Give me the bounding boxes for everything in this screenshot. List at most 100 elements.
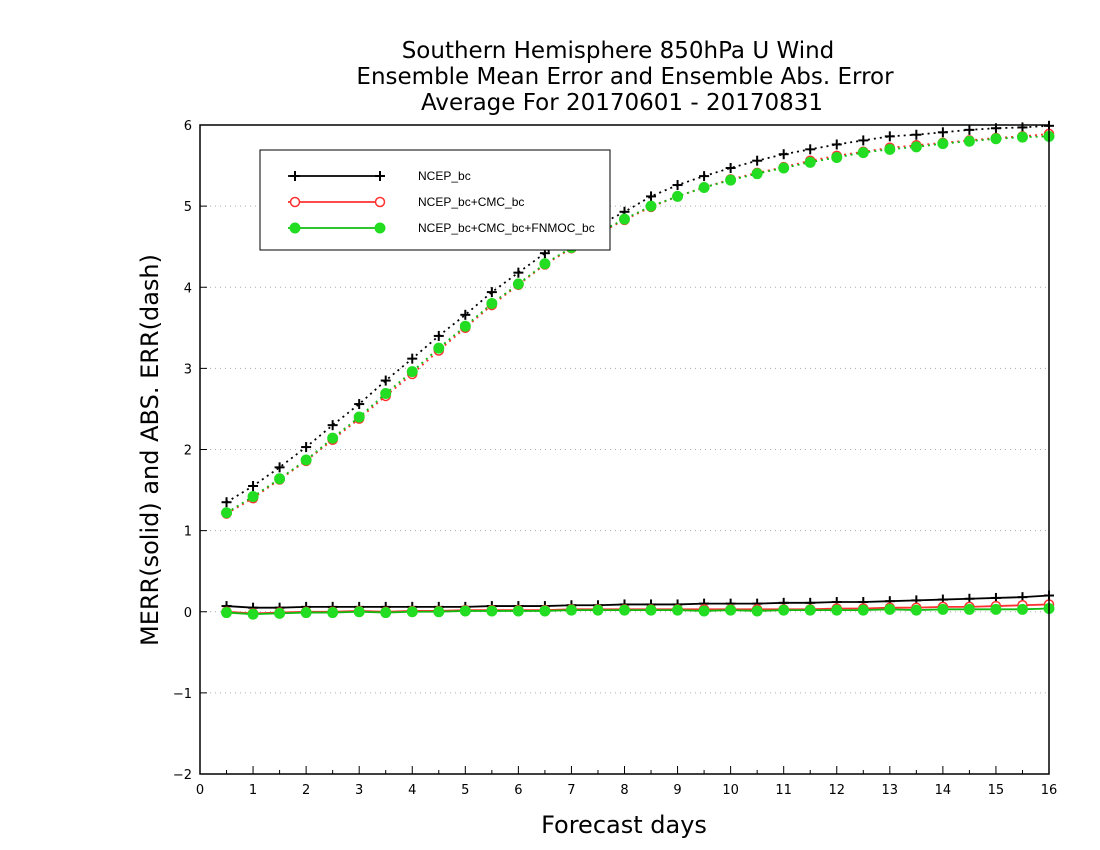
abs-err-point bbox=[990, 133, 1002, 145]
abs-err-point bbox=[646, 191, 657, 202]
x-axis-label: Forecast days bbox=[541, 811, 707, 839]
x-tick-label: 0 bbox=[196, 783, 204, 798]
abs-err-point bbox=[752, 155, 763, 166]
abs-err-point bbox=[380, 375, 391, 386]
abs-err-point bbox=[884, 143, 896, 155]
abs-err-point bbox=[805, 144, 816, 155]
merr-point bbox=[565, 604, 577, 616]
y-tick-label: −1 bbox=[173, 687, 192, 702]
abs-err-point bbox=[858, 135, 869, 146]
y-tick-label: 4 bbox=[184, 281, 192, 296]
merr-point bbox=[857, 604, 869, 616]
abs-err-point bbox=[672, 190, 684, 202]
abs-err-point bbox=[221, 507, 233, 519]
legend-label: NCEP_bc+CMC_bc+FNMOC_bc bbox=[418, 221, 595, 235]
x-tick-label: 6 bbox=[514, 783, 522, 798]
y-tick-label: 5 bbox=[184, 200, 192, 215]
legend-marker bbox=[374, 196, 386, 208]
abs-err-point bbox=[407, 353, 418, 364]
merr-point bbox=[645, 604, 657, 616]
x-tick-label: 16 bbox=[1041, 783, 1058, 798]
chart-title-line-3: Average For 20170601 - 20170831 bbox=[421, 90, 823, 116]
abs-err-point bbox=[645, 200, 657, 212]
abs-err-point bbox=[327, 432, 339, 444]
abs-err-point bbox=[937, 127, 948, 138]
x-tick-label: 3 bbox=[355, 783, 363, 798]
y-tick-label: 0 bbox=[184, 606, 192, 621]
abs-err-point bbox=[778, 162, 790, 174]
merr-point bbox=[751, 605, 763, 617]
abs-err-point bbox=[751, 168, 763, 180]
abs-err-point bbox=[300, 454, 312, 466]
merr-point bbox=[963, 603, 975, 615]
abs-err-point bbox=[406, 366, 418, 378]
x-tick-label: 14 bbox=[935, 783, 952, 798]
abs-err-point bbox=[433, 342, 445, 354]
abs-err-point bbox=[247, 491, 259, 503]
y-tick-label: −2 bbox=[173, 768, 192, 783]
abs-err-point bbox=[725, 174, 737, 186]
x-tick-label: 8 bbox=[620, 783, 628, 798]
abs-err-point bbox=[831, 151, 843, 163]
merr-point bbox=[592, 604, 604, 616]
abs-err-point bbox=[911, 129, 922, 140]
x-tick-label: 7 bbox=[567, 783, 575, 798]
legend-label: NCEP_bc bbox=[418, 169, 471, 183]
abs-err-point bbox=[353, 411, 365, 423]
abs-err-point bbox=[937, 138, 949, 150]
abs-err-point bbox=[380, 388, 392, 400]
x-tick-label: 5 bbox=[461, 783, 469, 798]
legend-box bbox=[259, 149, 611, 251]
x-tick-label: 10 bbox=[722, 783, 739, 798]
abs-err-point bbox=[725, 162, 736, 173]
abs-err-point bbox=[274, 473, 286, 485]
merr-point bbox=[459, 605, 471, 617]
merr-point bbox=[539, 605, 551, 617]
merr-point bbox=[804, 604, 816, 616]
legend-marker bbox=[289, 196, 301, 208]
abs-err-point bbox=[248, 481, 259, 492]
x-tick-label: 11 bbox=[775, 783, 792, 798]
merr-point bbox=[725, 604, 737, 616]
abs-err-point bbox=[672, 180, 683, 191]
abs-err-point bbox=[1017, 122, 1028, 133]
abs-err-point bbox=[778, 149, 789, 160]
abs-err-point bbox=[619, 213, 630, 225]
x-tick-label: 2 bbox=[302, 783, 310, 798]
merr-point bbox=[937, 603, 949, 615]
legend-marker bbox=[375, 171, 385, 181]
abs-err-point bbox=[963, 135, 975, 147]
legend-label: NCEP_bc+CMC_bc bbox=[418, 195, 524, 209]
merr-point bbox=[300, 607, 312, 619]
merr-point bbox=[221, 607, 233, 619]
y-tick-label: 2 bbox=[184, 444, 192, 459]
legend: NCEP_bc NCEP_bc+CMC_bc NCEP_bc+CMC_bc+FNMO… bbox=[259, 149, 611, 251]
abs-err-point bbox=[884, 131, 895, 142]
abs-err-point bbox=[486, 297, 498, 309]
abs-err-point bbox=[513, 267, 524, 278]
merr-point bbox=[831, 604, 843, 616]
merr-point bbox=[274, 607, 286, 619]
merr-point bbox=[672, 604, 684, 616]
x-tick-label: 9 bbox=[673, 783, 681, 798]
abs-err-point bbox=[327, 420, 338, 431]
x-tick-label: 1 bbox=[249, 783, 257, 798]
abs-err-point bbox=[460, 309, 471, 320]
merr-point bbox=[380, 607, 392, 619]
x-tick-label: 13 bbox=[882, 783, 899, 798]
merr-point bbox=[884, 603, 896, 615]
x-tick-label: 12 bbox=[828, 783, 845, 798]
abs-err-point bbox=[433, 330, 444, 341]
abs-err-point bbox=[964, 124, 975, 135]
chart-title-line-2: Ensemble Mean Error and Ensemble Abs. Er… bbox=[356, 64, 894, 90]
merr-point bbox=[512, 605, 524, 617]
y-tick-label: 3 bbox=[184, 362, 192, 377]
abs-err-point bbox=[857, 147, 869, 159]
abs-err-point bbox=[221, 497, 232, 508]
abs-err-point bbox=[831, 139, 842, 150]
merr-point bbox=[619, 604, 630, 616]
abs-err-point bbox=[698, 181, 710, 193]
